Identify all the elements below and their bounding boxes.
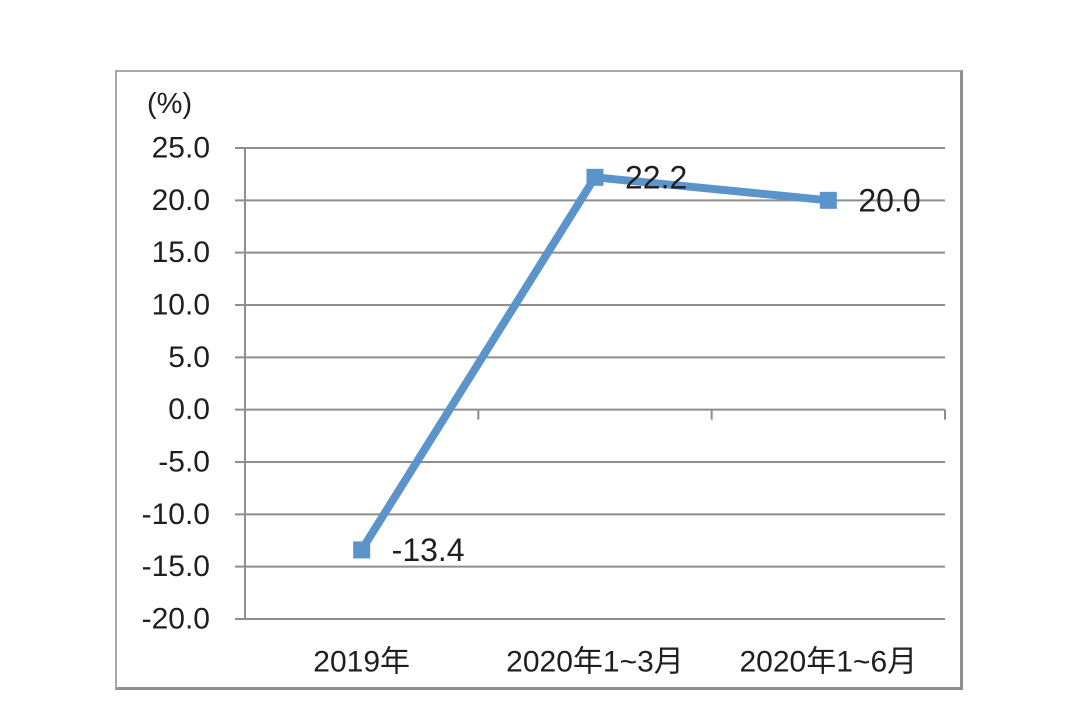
- y-tick-label: 10.0: [152, 289, 210, 322]
- data-label: 20.0: [858, 182, 920, 218]
- x-category-label: 2019年: [313, 646, 410, 679]
- y-tick-label: 5.0: [168, 341, 210, 374]
- data-point-marker: [353, 541, 371, 559]
- y-tick-label: -20.0: [142, 603, 210, 636]
- y-axis-unit-label: (%): [147, 88, 193, 120]
- y-tick-label: 20.0: [152, 184, 210, 217]
- y-tick-label: 0.0: [168, 393, 210, 426]
- y-tick-label: -5.0: [158, 446, 210, 479]
- data-label: 22.2: [625, 159, 687, 195]
- y-tick-label: 25.0: [152, 132, 210, 165]
- x-category-label: 2020年1~3月: [506, 646, 684, 679]
- line-chart: -13.4 22.2 20.0 25.0 20.0 15.0 10.0 5.0 0.0 -5.0 -…: [142, 132, 946, 679]
- chart-frame: (%) -13.4 22.2 20.0 25.0 20.0 15.0 10.0 5.0 0.0-…: [115, 70, 963, 690]
- y-tick-label: 15.0: [152, 236, 210, 269]
- x-category-label: 2020年1~6月: [740, 646, 918, 679]
- data-label: -13.4: [392, 532, 465, 568]
- data-line: [357, 173, 833, 554]
- y-tick-label: -15.0: [142, 550, 210, 583]
- data-point-marker: [819, 191, 837, 209]
- data-point-marker: [586, 168, 604, 186]
- y-tick-label: -10.0: [142, 498, 210, 531]
